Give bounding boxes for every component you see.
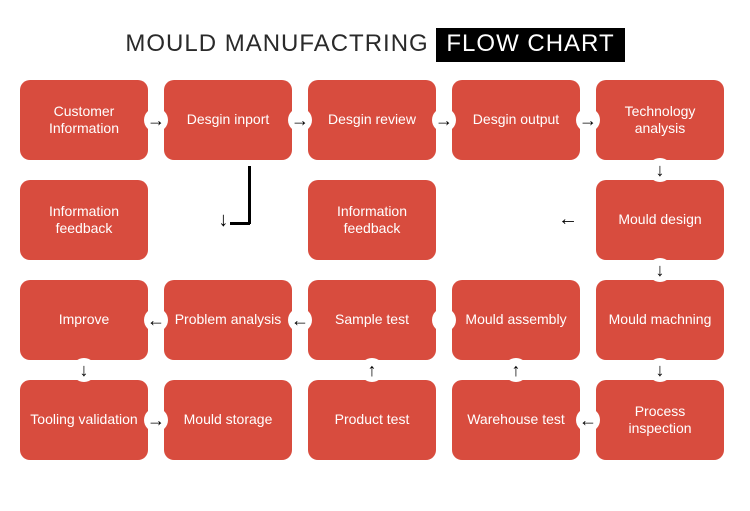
flow-arrow-down: ↓ xyxy=(648,358,672,382)
flow-arrow-right: → xyxy=(144,408,168,432)
flow-node: Information feedback xyxy=(308,180,436,260)
flow-node: Process inspection xyxy=(596,380,724,460)
flow-newline-arrow: ↓ xyxy=(234,166,264,224)
flow-node: Desgin review xyxy=(308,80,436,160)
flow-arrow-left: ← xyxy=(558,208,578,231)
flow-arrow-down: ↓ xyxy=(72,358,96,382)
flow-arrow-left: ← xyxy=(144,308,168,332)
flow-node: Problem analysis xyxy=(164,280,292,360)
flow-node: Improve xyxy=(20,280,148,360)
flow-arrow-up: ↑ xyxy=(504,358,528,382)
flow-node: Information feedback xyxy=(20,180,148,260)
flow-arrow-right: → xyxy=(432,108,456,132)
title-part2: FLOW CHART xyxy=(436,28,624,62)
flow-node: Tooling validation xyxy=(20,380,148,460)
flow-node: Sample test xyxy=(308,280,436,360)
flow-arrow-down: ↓ xyxy=(648,258,672,282)
flow-node: Product test xyxy=(308,380,436,460)
flow-node: Technology analysis xyxy=(596,80,724,160)
flow-arrow-left: ← xyxy=(288,308,312,332)
flow-arrow-up: ↑ xyxy=(360,358,384,382)
flow-arrow-down: ↓ xyxy=(648,158,672,182)
flow-node: Warehouse test xyxy=(452,380,580,460)
flow-node: Mould assembly xyxy=(452,280,580,360)
flowchart-canvas: Customer InformationDesgin inportDesgin … xyxy=(20,80,730,490)
flow-arrow-left: ← xyxy=(576,408,600,432)
flow-node: Mould design xyxy=(596,180,724,260)
flow-node: Mould storage xyxy=(164,380,292,460)
flow-arrow-right: → xyxy=(288,108,312,132)
flow-node: Mould machning xyxy=(596,280,724,360)
title-part1: MOULD MANUFACTRING xyxy=(125,30,428,57)
flow-node: Customer Information xyxy=(20,80,148,160)
flow-node: Desgin output xyxy=(452,80,580,160)
chart-title: MOULD MANUFACTRING FLOW CHART xyxy=(0,0,750,80)
flow-arrow-empty xyxy=(432,308,456,332)
flow-arrow-right: → xyxy=(144,108,168,132)
flow-arrow-right: → xyxy=(576,108,600,132)
flow-node: Desgin inport xyxy=(164,80,292,160)
